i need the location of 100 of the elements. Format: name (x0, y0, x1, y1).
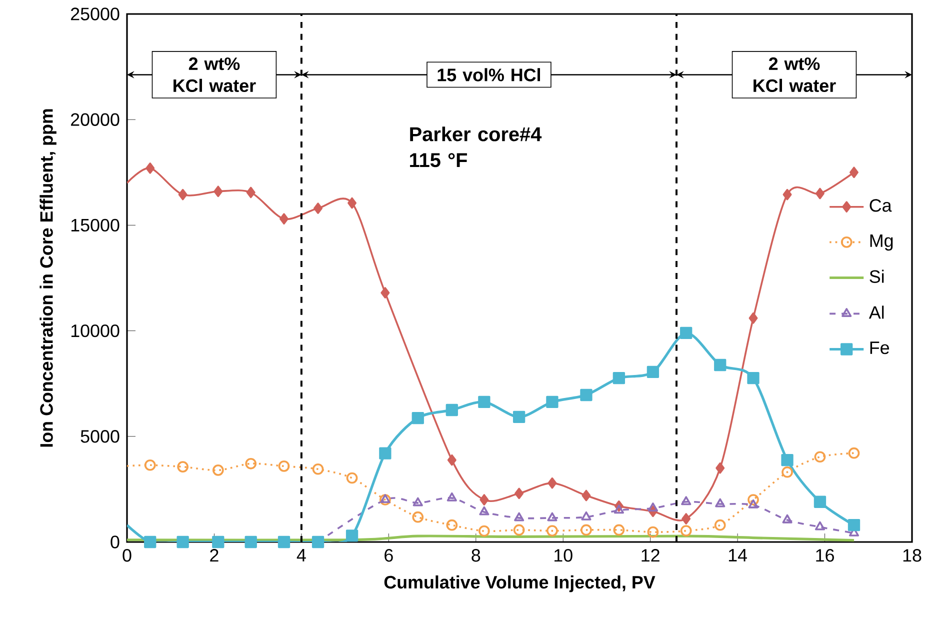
point (379, 447, 392, 460)
point (580, 388, 592, 402)
point (146, 162, 155, 174)
point (314, 202, 322, 214)
point (546, 525, 558, 536)
point (582, 490, 591, 502)
point (814, 521, 826, 530)
point (178, 188, 188, 200)
x-tick-label: 2 (210, 549, 218, 562)
point (546, 396, 558, 408)
point (614, 504, 624, 514)
point (547, 512, 558, 522)
point (681, 496, 692, 506)
point (680, 525, 692, 536)
point (144, 536, 156, 548)
point (782, 514, 792, 524)
y-tick-label: 0 (110, 536, 120, 548)
point (514, 512, 524, 522)
point (513, 524, 525, 536)
legend-label: Al (868, 306, 884, 319)
x-tick-label: 10 (554, 549, 572, 562)
x-tick-label: 0 (122, 549, 132, 562)
point (246, 186, 256, 198)
x-tick-label: 14 (728, 549, 747, 562)
point (647, 526, 659, 538)
point (747, 372, 760, 384)
point (214, 186, 223, 198)
point (814, 451, 826, 463)
point (348, 197, 357, 209)
point (177, 461, 188, 472)
point (848, 519, 860, 532)
point (346, 472, 358, 484)
point (446, 492, 457, 502)
x-tick-label: 12 (642, 549, 660, 562)
point (176, 536, 189, 548)
point (814, 496, 826, 508)
point (715, 498, 726, 508)
point (312, 536, 324, 548)
point (478, 396, 490, 408)
point (612, 372, 626, 384)
x-tick-label: 18 (903, 549, 922, 562)
point (312, 463, 324, 475)
point (144, 459, 156, 471)
annotation: 2 wt% KCl water (174, 57, 256, 92)
point (580, 524, 592, 536)
point (412, 497, 423, 506)
point (748, 494, 759, 506)
point (848, 447, 860, 459)
x-tick-label: 6 (384, 549, 393, 562)
point (816, 188, 824, 200)
point (412, 412, 424, 424)
point (514, 488, 524, 500)
point (548, 477, 557, 489)
annotation: 15 vol% HCl (438, 68, 540, 82)
point (648, 502, 658, 512)
point (512, 410, 526, 424)
y-tick-label: 10000 (71, 324, 120, 338)
y-axis-title: Ion Concentration in Core Effluent, ppm (40, 109, 56, 447)
y-tick-label: 25000 (71, 8, 120, 20)
point (212, 464, 224, 476)
legend-label: Ca (870, 199, 892, 212)
point (480, 494, 489, 506)
point (244, 536, 257, 548)
point (714, 358, 726, 372)
point (748, 312, 758, 324)
point (714, 519, 726, 531)
point (478, 525, 490, 537)
point (581, 511, 592, 520)
point (613, 524, 625, 536)
point (346, 530, 358, 542)
y-tick-label: 20000 (71, 113, 120, 126)
point (212, 536, 224, 548)
point (446, 404, 458, 416)
point (245, 458, 257, 470)
annotation: 2 wt% KCl water (754, 57, 836, 92)
point (782, 466, 793, 478)
point (850, 166, 858, 178)
point (447, 454, 456, 466)
point (782, 188, 792, 200)
point (278, 460, 290, 472)
x-axis-title: Cumulative Volume Injected, PV (384, 575, 656, 592)
annotation: Parker core#4 115 °F (410, 126, 542, 168)
legend-label: Mg (870, 234, 893, 251)
legend-label: Si (870, 270, 884, 283)
point (781, 454, 794, 466)
y-tick-label: 15000 (71, 218, 120, 232)
y-tick-label: 5000 (80, 430, 120, 443)
point (646, 366, 660, 378)
point (280, 213, 288, 225)
point (380, 287, 390, 298)
x-tick-label: 4 (296, 549, 306, 562)
legend-label: Fe (870, 342, 890, 354)
point (278, 536, 290, 548)
point (748, 499, 758, 508)
point (680, 326, 692, 339)
point (716, 462, 725, 474)
x-tick-label: 8 (472, 549, 480, 562)
point (479, 506, 490, 516)
x-tick-label: 16 (816, 549, 834, 562)
point (682, 513, 691, 524)
